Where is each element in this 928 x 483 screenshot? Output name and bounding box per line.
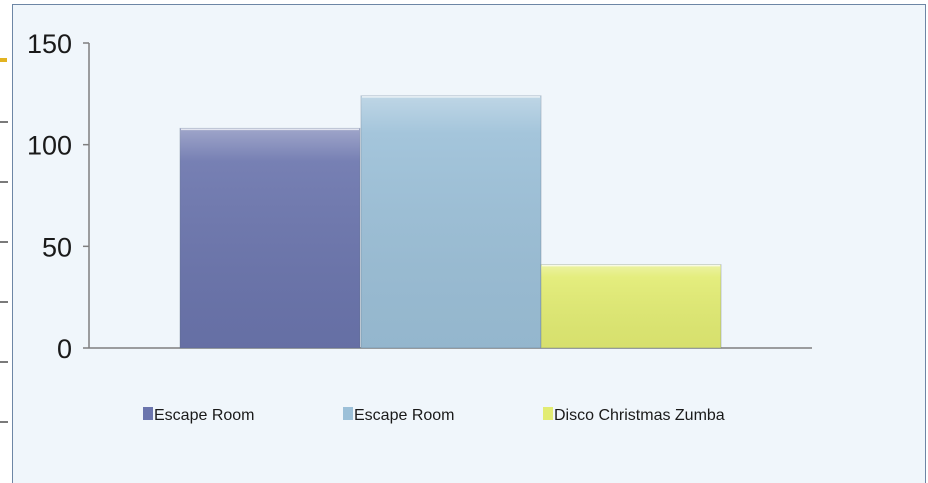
y-tick-label: 100 <box>27 131 72 161</box>
y-tick-label: 0 <box>57 334 72 364</box>
legend-label: Disco Christmas Zumba <box>554 407 725 424</box>
legend-swatch <box>543 407 553 420</box>
legend-swatch <box>343 407 353 420</box>
edge-accent-mark <box>0 58 7 62</box>
edge-tick-mark <box>0 421 8 423</box>
bar-sheen <box>541 264 721 348</box>
edge-tick-mark <box>0 181 8 183</box>
chart-axes: 0 50 100 150 <box>27 29 812 364</box>
edge-tick-mark <box>0 121 8 123</box>
legend-swatch <box>143 407 153 420</box>
legend-label: Escape Room <box>354 407 455 424</box>
edge-tick-mark <box>0 361 8 363</box>
y-tick-label: 50 <box>42 232 72 262</box>
bar-sheen <box>361 95 541 348</box>
legend-label: Escape Room <box>154 407 255 424</box>
edge-tick-mark <box>0 241 8 243</box>
chart-legend: Escape Room Escape Room Disco Christmas Zu… <box>143 407 725 424</box>
chart-bars <box>179 95 722 349</box>
y-tick-label: 150 <box>27 29 72 59</box>
bar-sheen <box>180 128 360 348</box>
edge-tick-mark <box>0 301 8 303</box>
